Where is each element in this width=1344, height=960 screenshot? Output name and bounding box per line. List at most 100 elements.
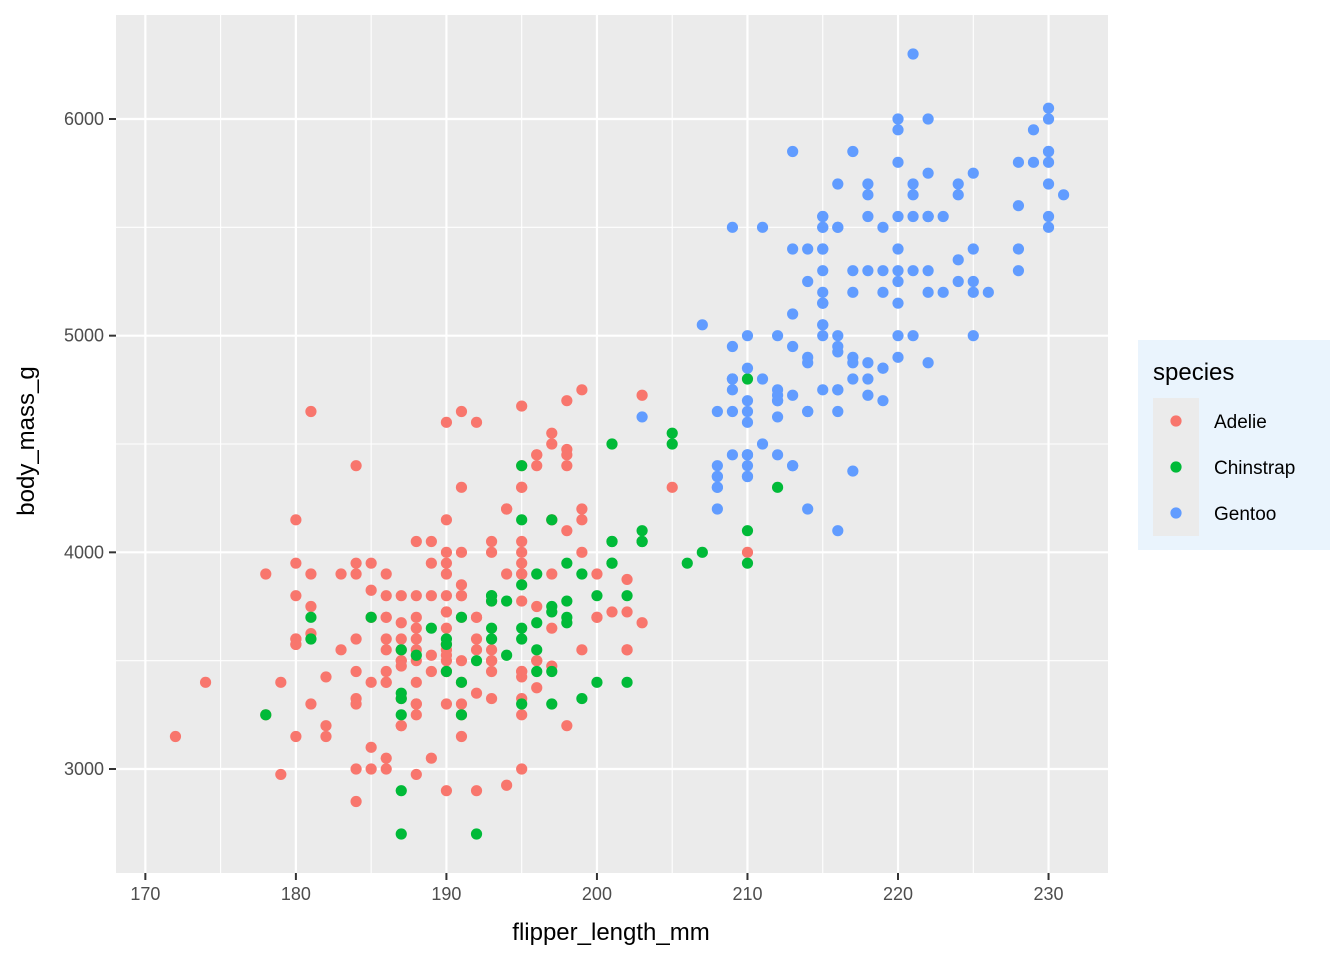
data-point [516,400,528,412]
data-point [711,503,723,515]
data-point [395,617,407,629]
data-point [561,449,573,461]
data-point [425,535,437,548]
series-chinstrap [260,373,784,840]
data-point [546,600,558,613]
data-point [516,568,528,580]
data-point [531,644,543,656]
data-point [771,449,784,461]
data-point [1012,265,1025,277]
data-point [470,633,483,645]
data-point [606,557,618,569]
data-point [305,600,317,613]
data-point [516,546,528,558]
y-tick-label: 3000 [64,759,104,779]
data-point [817,210,829,223]
legend-key-chinstrap [1170,461,1182,473]
data-point [741,449,754,461]
data-point [1042,102,1055,114]
data-point [395,687,407,699]
data-point [817,221,829,233]
data-point [606,438,618,450]
data-point [741,460,754,472]
data-point [380,568,392,580]
data-point [395,709,407,721]
data-point [817,243,829,255]
data-point [395,720,407,732]
data-point [741,470,754,483]
data-point [365,557,377,569]
x-tick-label: 210 [732,884,762,904]
data-point [380,590,392,602]
data-point [817,265,829,277]
data-point [365,611,377,623]
data-point [440,546,453,558]
data-point [681,557,693,569]
data-point [817,319,829,331]
data-point [260,568,272,580]
data-point [501,649,513,661]
data-point [546,514,558,526]
data-point [395,828,407,840]
data-point [756,373,769,385]
data-point [455,579,468,591]
data-point [425,557,437,569]
data-point [485,633,498,645]
data-point [1042,221,1055,233]
data-point [787,145,799,158]
data-point [440,416,453,428]
data-point [666,438,678,450]
data-point [907,178,919,190]
data-point [636,411,648,423]
data-point [892,265,904,277]
data-point [892,243,904,255]
data-point [847,373,859,385]
data-point [832,330,844,342]
data-point [832,178,844,190]
data-point [531,665,543,678]
data-point [455,698,468,710]
data-point [501,503,513,515]
y-tick-label: 4000 [64,542,104,562]
data-point [395,633,407,645]
data-point [741,546,754,558]
data-point [1042,145,1055,158]
data-point [591,568,603,580]
data-point [290,730,302,743]
data-point [546,427,558,439]
data-point [440,514,453,526]
data-point [425,622,437,634]
data-point [561,617,573,629]
x-axis-title: flipper_length_mm [512,919,709,946]
data-point [787,243,799,255]
data-point [410,768,422,781]
data-point [832,221,844,233]
data-point [711,481,723,493]
data-point [952,254,964,266]
data-point [741,373,754,385]
data-point [425,665,437,678]
data-point [892,156,904,168]
data-point [350,698,362,710]
data-point [440,633,453,645]
data-point [380,633,392,645]
data-point [922,113,934,125]
data-point [410,535,422,548]
data-point [576,384,588,396]
data-point [666,427,678,439]
data-point [531,600,543,613]
data-point [771,411,784,423]
data-point [410,709,422,721]
data-point [531,568,543,580]
data-point [440,622,453,634]
data-point [455,405,468,418]
data-point [365,676,377,688]
data-point [711,470,723,483]
data-point [440,557,453,569]
y-tick-label: 5000 [64,326,104,346]
legend-label-chinstrap: Chinstrap [1214,458,1295,479]
data-point [621,606,633,618]
data-point [350,763,362,775]
data-point [516,579,528,591]
data-point [455,590,468,602]
